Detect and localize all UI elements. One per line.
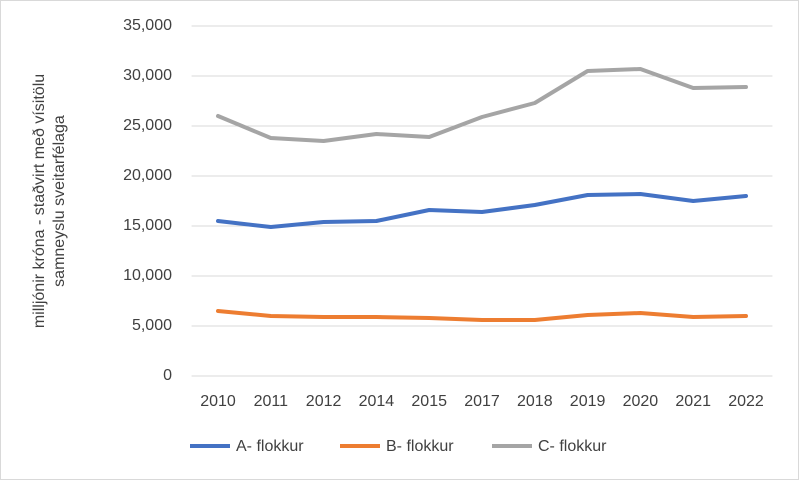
y-tick-label: 25,000 xyxy=(123,117,172,134)
legend-label: B- flokkur xyxy=(386,438,454,455)
series-line xyxy=(216,67,748,143)
series-line xyxy=(216,309,748,322)
series-line xyxy=(216,192,748,229)
x-tick-label: 2019 xyxy=(570,393,606,410)
legend-label: A- flokkur xyxy=(236,438,304,455)
x-tick-label: 2012 xyxy=(306,393,342,410)
x-tick-label: 2010 xyxy=(200,393,236,410)
y-tick-label: 35,000 xyxy=(123,17,172,34)
y-axis-title-line: samneyslu sveitarfélaga xyxy=(51,115,68,287)
y-tick-label: 20,000 xyxy=(123,167,172,184)
x-tick-label: 2011 xyxy=(254,393,289,410)
x-tick-label: 2020 xyxy=(623,393,659,410)
x-tick-label: 2017 xyxy=(464,393,500,410)
y-tick-label: 30,000 xyxy=(123,67,172,84)
y-tick-label: 5,000 xyxy=(132,317,172,334)
legend-label: C- flokkur xyxy=(538,438,607,455)
x-tick-label: 2014 xyxy=(359,393,395,410)
y-axis-title-line: milljónir króna - staðvirt með vísitölu xyxy=(31,74,48,328)
y-axis-title: milljónir króna - staðvirt með vísitölu … xyxy=(31,74,68,328)
y-tick-label: 15,000 xyxy=(123,217,172,234)
x-tick-label: 2022 xyxy=(728,393,764,410)
y-tick-label: 10,000 xyxy=(123,267,172,284)
x-tick-label: 2015 xyxy=(411,393,447,410)
x-tick-label: 2018 xyxy=(517,393,553,410)
y-tick-label: 0 xyxy=(163,367,172,384)
x-tick-label: 2021 xyxy=(675,393,711,410)
